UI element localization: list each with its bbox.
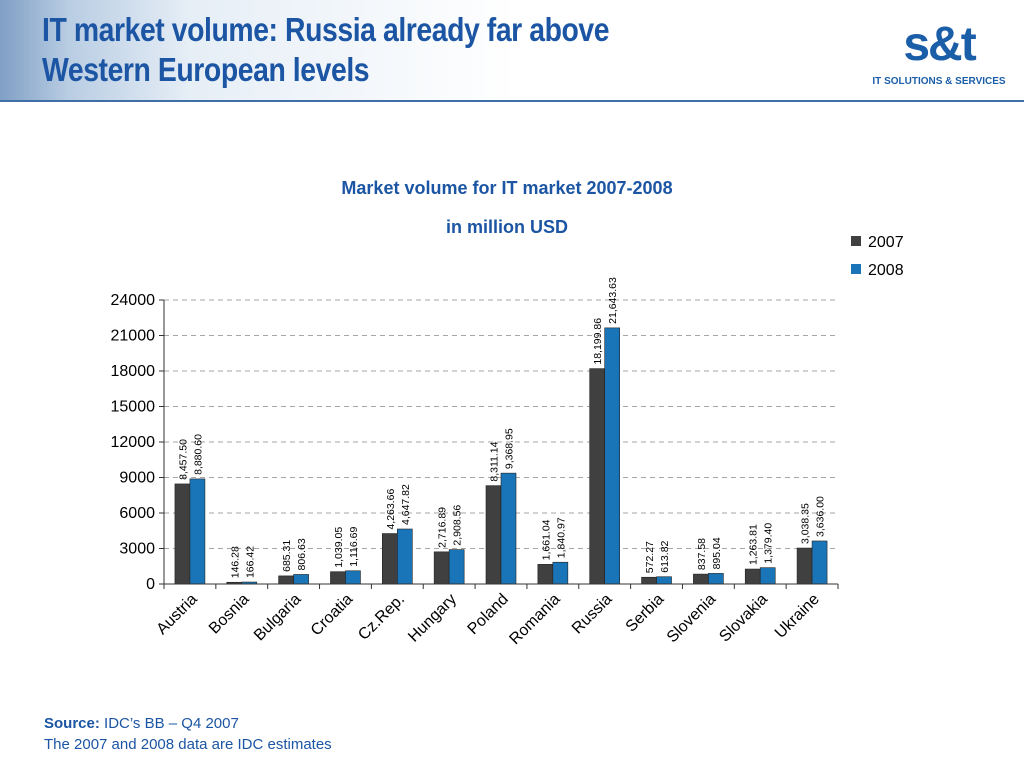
data-label: 685.31 [281,540,293,572]
y-tick-label: 9000 [119,470,155,487]
axes: 0 3000 6000 9000 12000 15000 18000 21000 24000 Au… [111,292,839,648]
y-tick-label: 24000 [111,292,156,309]
bar-2008-Austria [189,478,206,585]
data-label: 18,199.86 [592,318,604,365]
source-line: Source: IDC’s BB – Q4 2007 [44,713,332,734]
bar-2007-Austria [174,483,191,585]
data-label: 8,457.50 [177,439,189,480]
y-tick-label: 15000 [111,399,156,416]
logo-tagline: IT SOLUTIONS & SERVICES [872,76,1005,87]
y-tick-label: 0 [146,576,155,593]
bar-2008-Hungary [448,549,465,585]
data-label: 166.42 [244,546,256,578]
bar-2007-Ukraine [796,547,813,585]
data-label: 806.63 [296,538,308,570]
bar-2008-Cz.Rep. [397,528,413,585]
bar-2008-Bulgaria [293,574,309,585]
x-tick-label: Bosnia [206,591,253,638]
x-tick-label: Russia [569,591,616,638]
data-label: 146.28 [229,546,241,578]
data-label: 4,263.66 [385,489,397,530]
bar-2007-Romania [537,564,554,585]
x-tick-label: Slovakia [716,591,771,646]
y-tick-label: 6000 [119,505,155,522]
data-label: 8,880.60 [192,434,204,475]
x-tick-label: Bulgaria [251,591,305,645]
bar-2008-Croatia [345,570,361,585]
bars: 8,457.50 8,880.60 146.28 166.42 685.31 806.63… [174,277,828,585]
data-label: 1,263.81 [748,524,760,565]
data-label: 1,379.40 [763,523,775,564]
footer: Source: IDC’s BB – Q4 2007 The 2007 and … [44,713,332,755]
data-label: 613.82 [659,540,671,572]
legend-swatch-2008 [851,264,861,274]
data-label: 1,116.69 [348,527,360,567]
logo-mark: s&t [903,18,976,71]
y-tick-label: 21000 [111,328,156,345]
x-tick-label: Austria [154,591,201,638]
bar-2008-Slovenia [708,573,724,585]
x-tick-label: Cz.Rep. [355,591,408,644]
data-label: 9,368.95 [504,428,516,469]
data-label: 895.04 [711,537,723,569]
x-tick-label: Poland [465,591,512,638]
bar-2007-Cz.Rep. [382,533,398,585]
legend: 2007 2008 [851,234,904,279]
data-label: 1,039.05 [333,527,345,568]
x-tick-label: Serbia [623,591,668,636]
y-tick-label: 12000 [111,434,156,451]
bar-2007-Bulgaria [278,575,294,585]
data-label: 21,643.63 [607,277,619,324]
y-tick-label: 3000 [119,541,155,558]
legend-label: 2007 [868,234,904,251]
chart-title: Market volume for IT market 2007-2008 [341,178,672,198]
bar-2007-Serbia [641,576,657,585]
bar-chart: Market volume for IT market 2007-2008 in… [111,178,904,648]
bar-2008-Romania [552,561,569,585]
header-divider [0,100,1024,102]
data-label: 2,908.56 [452,505,464,546]
data-label: 4,647.82 [400,484,412,525]
data-label: 572.27 [644,541,656,573]
data-label: 3,636.00 [815,496,827,537]
legend-swatch-2007 [851,236,861,246]
x-tick-label: Romania [506,591,563,648]
slide-title-line-2: Western European levels [42,51,370,88]
source-label: Source: [44,715,100,732]
y-tick-label: 18000 [111,363,156,380]
slide-title: IT market volume: Russia already far abo… [42,10,610,90]
x-tick-label: Slovenia [664,591,719,646]
slide-title-line-1: IT market volume: Russia already far abo… [42,11,610,48]
bar-2007-Slovakia [744,568,761,585]
header-band [0,0,860,100]
bar-2007-Slovenia [693,573,709,585]
footer-note: The 2007 and 2008 data are IDC estimates [44,736,332,753]
bar-2007-Russia [589,368,605,585]
data-label: 1,840.97 [555,517,567,558]
data-label: 8,311.14 [489,441,501,481]
bar-2007-Croatia [330,571,346,585]
chart-subtitle: in million USD [446,217,568,237]
data-label: 1,661.04 [540,519,552,560]
company-logo: s&t IT SOLUTIONS & SERVICES [872,18,1005,87]
bar-2008-Serbia [656,576,672,585]
data-label: 837.58 [696,538,708,570]
bar-2007-Poland [485,485,502,585]
x-tick-label: Hungary [405,591,460,646]
bar-2008-Slovakia [759,567,776,585]
data-label: 2,716.89 [437,507,449,548]
data-label: 3,038.35 [800,503,812,544]
x-tick-label: Croatia [308,591,357,640]
x-tick-label: Ukraine [772,591,823,642]
bar-2008-Ukraine [811,540,828,585]
source-text: IDC’s BB – Q4 2007 [104,715,239,732]
bar-2007-Hungary [433,551,450,585]
bar-2008-Russia [604,327,620,585]
legend-label: 2008 [868,262,904,279]
bar-2008-Poland [500,472,517,585]
